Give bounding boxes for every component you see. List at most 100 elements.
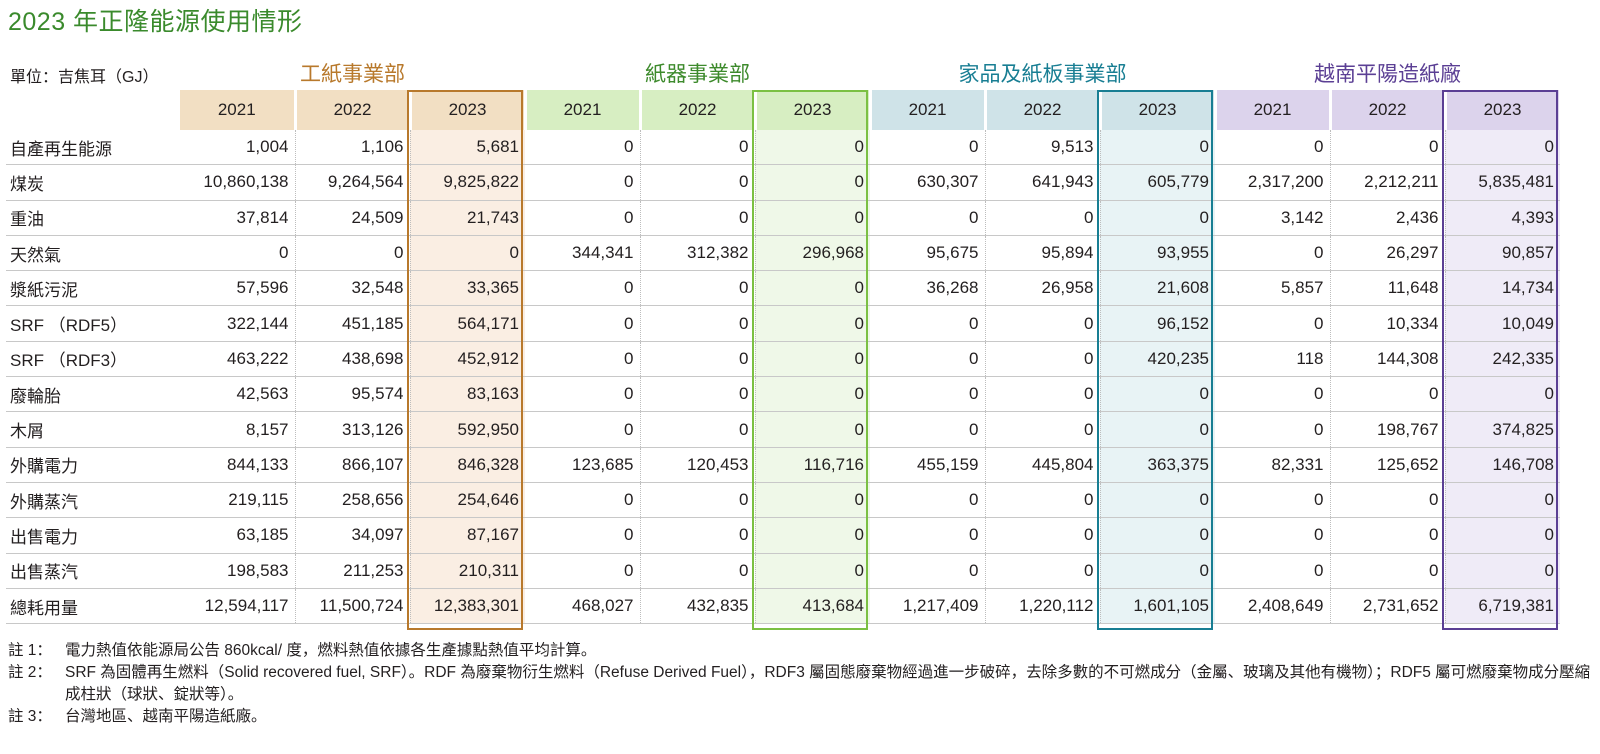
- value-cell: 0: [870, 341, 986, 378]
- value-cell: 2,317,200: [1215, 164, 1331, 201]
- value-cell: 26,958: [985, 270, 1101, 307]
- row-label: 木屑: [6, 411, 180, 448]
- value-cell: 42,563: [180, 376, 296, 413]
- value-cell: 3,142: [1215, 200, 1331, 236]
- value-cell: 12,383,301: [410, 588, 525, 625]
- value-cell: 120,453: [640, 447, 756, 483]
- value-cell: 846,328: [410, 447, 525, 483]
- value-cell: 34,097: [295, 517, 411, 554]
- value-cell: 2,731,652: [1330, 588, 1446, 625]
- value-cell: 254,646: [410, 482, 525, 519]
- value-cell: 0: [755, 164, 870, 201]
- value-cell: 0: [1215, 411, 1331, 448]
- year-header-household-2023: 2023: [1100, 90, 1217, 130]
- value-cell: 0: [1445, 553, 1560, 589]
- value-cell: 0: [525, 341, 641, 378]
- footnote-label: 註 3：: [8, 708, 52, 725]
- value-cell: 0: [525, 305, 641, 342]
- value-cell: 0: [525, 200, 641, 236]
- table-row: 天然氣 0 0 0 344,341 312,382 296,968 95,675 95,894 9…: [6, 235, 1560, 272]
- value-cell: 641,943: [985, 164, 1101, 201]
- value-cell: 11,648: [1330, 270, 1446, 307]
- value-cell: 0: [1330, 553, 1446, 589]
- value-cell: 258,656: [295, 482, 411, 519]
- value-cell: 0: [870, 200, 986, 236]
- value-cell: 33,365: [410, 270, 525, 307]
- row-label: 外購蒸汽: [6, 482, 180, 519]
- row-label: 出售電力: [6, 517, 180, 554]
- value-cell: 322,144: [180, 305, 296, 342]
- value-cell: 95,675: [870, 235, 986, 272]
- table-row: 木屑 8,157 313,126 592,950 0 0 0 0 0 0 0 198,767 374,8…: [6, 411, 1560, 448]
- value-cell: 198,767: [1330, 411, 1446, 448]
- row-label: SRF （RDF3）: [6, 341, 180, 378]
- value-cell: 0: [1100, 517, 1215, 554]
- value-cell: 438,698: [295, 341, 411, 378]
- value-cell: 0: [640, 270, 756, 307]
- year-header-vietnam-2021: 2021: [1215, 90, 1332, 130]
- table-row: 外購電力 844,133 866,107 846,328 123,685 120,453 1…: [6, 447, 1560, 483]
- value-cell: 9,264,564: [295, 164, 411, 201]
- value-cell: 0: [640, 482, 756, 519]
- value-cell: 125,652: [1330, 447, 1446, 483]
- value-cell: 1,106: [295, 130, 411, 166]
- value-cell: 93,955: [1100, 235, 1215, 272]
- footnote-text: 電力熱值依能源局公告 860kcal/ 度，燃料熱值依據各生產據點熱值平均計算。: [65, 642, 597, 659]
- value-cell: 0: [755, 305, 870, 342]
- value-cell: 0: [985, 553, 1101, 589]
- value-cell: 0: [755, 482, 870, 519]
- value-cell: 0: [985, 376, 1101, 413]
- footnotes: 註 1： 電力熱值依能源局公告 860kcal/ 度，燃料熱值依據各生產據點熱值…: [8, 640, 1595, 728]
- value-cell: 83,163: [410, 376, 525, 413]
- value-cell: 0: [525, 270, 641, 307]
- row-label: 廢輪胎: [6, 376, 180, 413]
- value-cell: 0: [1100, 200, 1215, 236]
- value-cell: 14,734: [1445, 270, 1560, 307]
- value-cell: 0: [1215, 553, 1331, 589]
- table-row: 總耗用量 12,594,117 11,500,724 12,383,301 468,02…: [6, 588, 1560, 625]
- row-label: 煤炭: [6, 164, 180, 201]
- value-cell: 198,583: [180, 553, 296, 589]
- value-cell: 87,167: [410, 517, 525, 554]
- value-cell: 463,222: [180, 341, 296, 378]
- value-cell: 0: [870, 411, 986, 448]
- year-header-row: 2021 2022 2023 2021 2022 2023 2021 2022 2023 2021…: [6, 90, 1562, 130]
- value-cell: 451,185: [295, 305, 411, 342]
- value-cell: 95,574: [295, 376, 411, 413]
- group-title-household: 家品及紙板事業部: [958, 63, 1127, 86]
- value-cell: 0: [295, 235, 411, 272]
- value-cell: 146,708: [1445, 447, 1560, 483]
- value-cell: 468,027: [525, 588, 641, 625]
- value-cell: 24,509: [295, 200, 411, 236]
- year-header-household-2022: 2022: [985, 90, 1102, 130]
- value-cell: 0: [1100, 376, 1215, 413]
- row-label: SRF （RDF5）: [6, 305, 180, 342]
- value-cell: 0: [755, 376, 870, 413]
- value-cell: 0: [1215, 482, 1331, 519]
- value-cell: 0: [755, 411, 870, 448]
- value-cell: 6,719,381: [1445, 588, 1560, 625]
- year-header-paper-2022: 2022: [295, 90, 412, 130]
- value-cell: 363,375: [1100, 447, 1215, 483]
- table-row: SRF （RDF5） 322,144 451,185 564,171 0 0 0 0 0 96,1…: [6, 305, 1560, 342]
- footnote-label: 註 2：: [8, 664, 52, 681]
- year-header-household-2021: 2021: [870, 90, 987, 130]
- value-cell: 32,548: [295, 270, 411, 307]
- value-cell: 313,126: [295, 411, 411, 448]
- year-header-container-2022: 2022: [640, 90, 757, 130]
- value-cell: 21,608: [1100, 270, 1215, 307]
- value-cell: 26,297: [1330, 235, 1446, 272]
- value-cell: 118: [1215, 341, 1331, 378]
- value-cell: 36,268: [870, 270, 986, 307]
- table-row: 重油 37,814 24,509 21,743 0 0 0 0 0 0 3,142 2,436 4,39…: [6, 200, 1560, 236]
- footnote-1: 註 1： 電力熱值依能源局公告 860kcal/ 度，燃料熱值依據各生產據點熱值…: [8, 640, 1595, 662]
- value-cell: 95,894: [985, 235, 1101, 272]
- row-label: 外購電力: [6, 447, 180, 483]
- value-cell: 144,308: [1330, 341, 1446, 378]
- value-cell: 0: [525, 553, 641, 589]
- value-cell: 564,171: [410, 305, 525, 342]
- value-cell: 90,857: [1445, 235, 1560, 272]
- value-cell: 0: [985, 411, 1101, 448]
- value-cell: 0: [870, 553, 986, 589]
- value-cell: 0: [1445, 130, 1560, 166]
